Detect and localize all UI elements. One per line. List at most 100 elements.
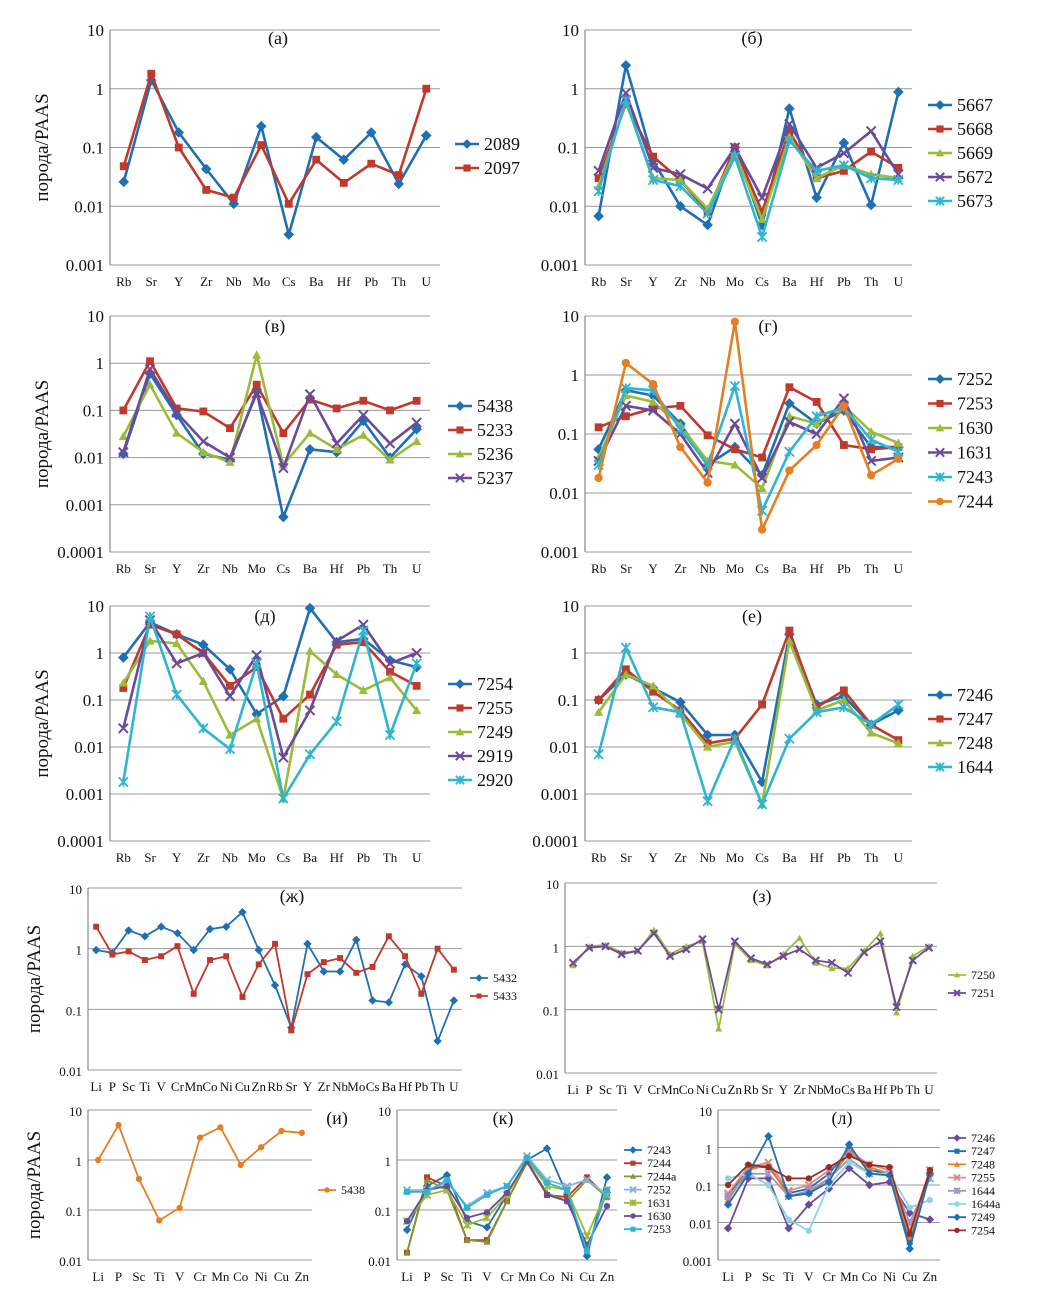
y-tick-label: 0.0001 bbox=[57, 832, 104, 851]
x-tick-label: U bbox=[894, 561, 904, 576]
y-tick-label: 1 bbox=[96, 644, 105, 663]
data-point bbox=[811, 192, 822, 203]
y-axis-label: порода/PAAS bbox=[32, 93, 53, 201]
data-point bbox=[812, 397, 821, 406]
x-tick-label: Cu bbox=[902, 1269, 918, 1284]
data-point bbox=[358, 625, 369, 636]
series-5673 bbox=[593, 94, 904, 243]
data-point bbox=[604, 1187, 610, 1194]
legend-marker bbox=[456, 704, 464, 712]
data-point bbox=[118, 678, 128, 687]
data-point bbox=[839, 686, 848, 695]
x-tick-label: Ti bbox=[139, 1079, 150, 1094]
data-point bbox=[703, 478, 712, 487]
data-point bbox=[593, 749, 604, 760]
data-point bbox=[365, 127, 377, 138]
x-tick-label: Ba bbox=[782, 850, 797, 865]
data-point bbox=[198, 723, 209, 734]
panel-title: (и) bbox=[326, 1108, 348, 1129]
data-point bbox=[237, 1161, 244, 1168]
x-tick-label: Zn bbox=[295, 1269, 310, 1284]
legend-marker bbox=[953, 1213, 961, 1221]
data-point bbox=[675, 180, 686, 192]
data-point bbox=[886, 1163, 893, 1171]
legend-entry: 7244 bbox=[928, 492, 993, 512]
data-point bbox=[393, 178, 405, 190]
data-point bbox=[925, 942, 933, 950]
legend-label: 7243 bbox=[647, 1143, 671, 1157]
x-tick-label: Hf bbox=[330, 850, 344, 865]
data-point bbox=[682, 945, 691, 954]
data-point bbox=[304, 443, 316, 455]
x-tick-label: P bbox=[115, 1269, 122, 1284]
y-tick-label: 0.001 bbox=[683, 1254, 712, 1269]
data-point bbox=[702, 183, 713, 194]
legend-marker bbox=[455, 473, 465, 483]
legend-label: 7249 bbox=[477, 722, 513, 742]
x-tick-label: Th bbox=[392, 274, 407, 289]
x-tick-label: Cs bbox=[276, 850, 290, 865]
data-point bbox=[784, 118, 795, 130]
data-point bbox=[147, 69, 156, 78]
x-tick-label: Ba bbox=[303, 850, 318, 865]
x-tick-label: Nb bbox=[222, 561, 238, 576]
x-tick-label: Co bbox=[539, 1269, 554, 1284]
legend-label: 7248 bbox=[971, 1157, 995, 1171]
data-point bbox=[115, 1121, 122, 1129]
x-tick-label: Mn bbox=[518, 1269, 537, 1284]
legend-label: 5233 bbox=[477, 420, 513, 440]
data-point bbox=[449, 996, 459, 1005]
data-point bbox=[838, 702, 850, 713]
data-point bbox=[118, 776, 129, 788]
data-point bbox=[434, 945, 441, 952]
legend-label: 7244a bbox=[647, 1169, 677, 1183]
data-point bbox=[255, 120, 267, 132]
panel-title: (ж) bbox=[280, 886, 304, 907]
series-5432 bbox=[91, 907, 459, 1046]
legend-entry: 5668 bbox=[928, 119, 993, 139]
legend-label: 5672 bbox=[957, 167, 993, 187]
y-tick-label: 10 bbox=[87, 21, 104, 40]
data-point bbox=[729, 418, 741, 429]
x-tick-label: Y bbox=[174, 274, 184, 289]
data-point bbox=[306, 395, 314, 404]
data-point bbox=[171, 407, 182, 418]
data-point bbox=[785, 1175, 792, 1182]
data-point bbox=[865, 1169, 874, 1178]
data-point bbox=[796, 934, 804, 941]
legend-label: 5237 bbox=[477, 468, 513, 488]
x-tick-label: Mo bbox=[823, 1082, 841, 1097]
data-point bbox=[825, 1163, 833, 1171]
y-tick-label: 10 bbox=[87, 597, 104, 616]
legend-entry: 1630 bbox=[624, 1209, 671, 1223]
series-line bbox=[122, 618, 418, 759]
data-point bbox=[594, 473, 603, 483]
x-tick-label: Nb bbox=[808, 1082, 824, 1097]
legend-marker bbox=[935, 423, 945, 432]
data-point bbox=[229, 193, 238, 202]
data-point bbox=[811, 706, 822, 718]
x-tick-label: Y bbox=[779, 1082, 789, 1097]
data-point bbox=[594, 696, 603, 704]
legend-marker bbox=[935, 738, 945, 747]
data-point bbox=[785, 383, 794, 392]
x-tick-label: Co bbox=[862, 1269, 877, 1284]
x-tick-label: Sc bbox=[599, 1082, 612, 1097]
legend-label: 1644 bbox=[957, 757, 993, 777]
legend-marker bbox=[935, 762, 945, 772]
data-point bbox=[784, 636, 794, 645]
data-point bbox=[417, 972, 426, 981]
data-point bbox=[332, 404, 341, 413]
legend-label: 1644 bbox=[971, 1184, 995, 1198]
panel-a: 0.001 0.01 0.1 1 10 Rb Sr Y Zr Nb Mo Cs Ba Hf Pb Th U (а)… bbox=[32, 21, 520, 289]
data-point bbox=[411, 423, 422, 435]
data-point bbox=[118, 448, 129, 460]
data-point bbox=[675, 168, 686, 180]
y-tick-label: 1 bbox=[571, 80, 580, 99]
data-point bbox=[844, 1140, 854, 1149]
data-point bbox=[337, 955, 344, 962]
x-tick-label: Ni bbox=[220, 1079, 233, 1094]
data-point bbox=[724, 1175, 732, 1182]
data-point bbox=[118, 722, 129, 734]
